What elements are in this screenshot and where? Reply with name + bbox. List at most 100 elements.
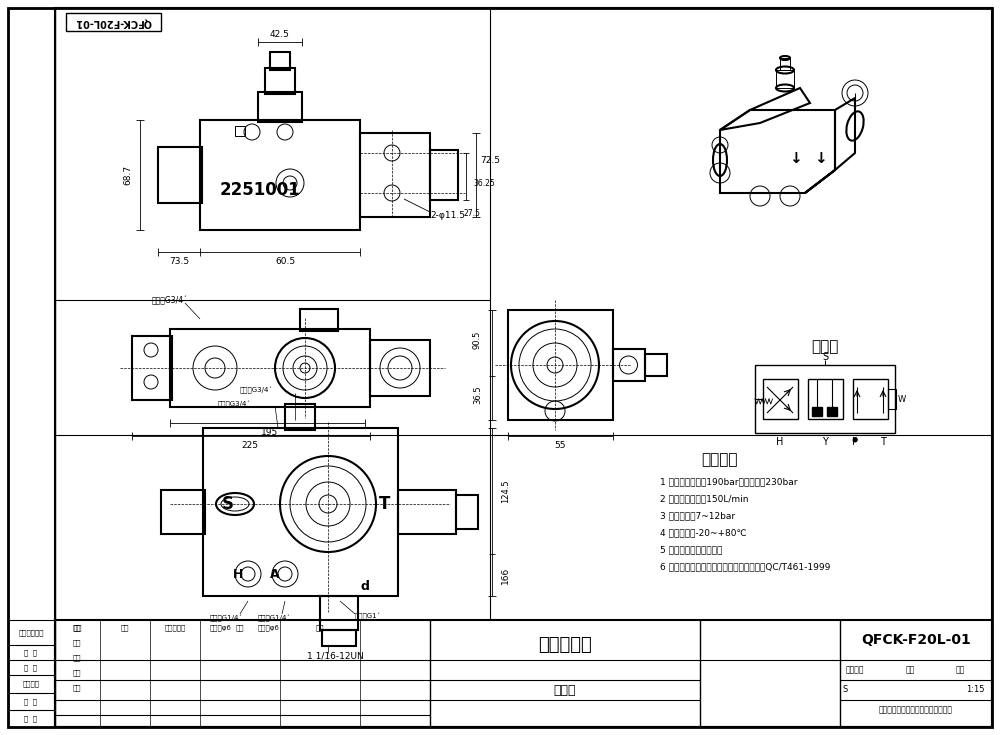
- Bar: [8, 8, 55, 727]
- Text: A: A: [270, 567, 280, 581]
- Bar: [808, 379, 843, 419]
- Bar: [763, 379, 798, 419]
- Text: S: S: [222, 495, 234, 513]
- Text: 描  图: 描 图: [24, 649, 38, 656]
- Text: 225: 225: [242, 440, 258, 450]
- Text: 校对: 校对: [73, 639, 81, 646]
- Bar: [360, 133, 430, 217]
- Bar: [888, 389, 896, 409]
- Text: 36.25: 36.25: [473, 179, 495, 187]
- Text: 195: 195: [261, 428, 279, 437]
- Bar: [300, 309, 338, 331]
- Text: 进油口G3/4´: 进油口G3/4´: [218, 401, 251, 407]
- Bar: [322, 630, 356, 646]
- Text: 3 控制气压：7~12bar: 3 控制气压：7~12bar: [660, 512, 735, 520]
- Bar: [320, 596, 358, 630]
- Text: 滴油口G3/4´: 滴油口G3/4´: [152, 296, 188, 306]
- Circle shape: [853, 438, 857, 442]
- Text: 重量标记: 重量标记: [846, 665, 864, 675]
- Bar: [160, 490, 205, 534]
- Bar: [644, 354, 666, 376]
- Text: 6 产品执行标准：《汽车换向阀技术条件》QC/T461-1999: 6 产品执行标准：《汽车换向阀技术条件》QC/T461-1999: [660, 562, 830, 572]
- Text: 排气口G1/4´: 排气口G1/4´: [210, 614, 243, 622]
- Text: 166: 166: [501, 567, 510, 584]
- Text: QFCK-F20L-01: QFCK-F20L-01: [75, 17, 151, 27]
- Text: 进气口G1/4´: 进气口G1/4´: [258, 614, 291, 622]
- Text: 1 1/16-12UN: 1 1/16-12UN: [307, 651, 363, 661]
- Text: 滴油口G3/4´: 滴油口G3/4´: [240, 387, 273, 393]
- Text: QFCK-F20L-01: QFCK-F20L-01: [861, 633, 971, 647]
- Text: 2251001: 2251001: [220, 181, 300, 199]
- Text: 签  字: 签 字: [24, 698, 38, 705]
- Bar: [200, 120, 360, 230]
- Bar: [158, 147, 202, 203]
- Text: 常州市武进安行液压件制造有限公司: 常州市武进安行液压件制造有限公司: [879, 706, 953, 714]
- Text: ↓: ↓: [814, 151, 826, 165]
- Text: 进气口φ6: 进气口φ6: [258, 625, 280, 631]
- Bar: [370, 340, 430, 396]
- Bar: [265, 68, 295, 94]
- Text: 2-φ11.5: 2-φ11.5: [430, 210, 466, 220]
- Text: 2 流量：最大流量150L/min: 2 流量：最大流量150L/min: [660, 495, 748, 503]
- Text: 重量: 重量: [905, 665, 915, 675]
- Text: 设计: 设计: [73, 625, 81, 631]
- Bar: [755, 365, 895, 433]
- Text: T: T: [379, 495, 391, 513]
- Bar: [398, 490, 456, 534]
- Text: 4 工作温度：-20~+80℃: 4 工作温度：-20~+80℃: [660, 528, 747, 537]
- Text: 68.7: 68.7: [124, 165, 132, 185]
- Text: H: H: [776, 437, 784, 447]
- Text: 1:15: 1:15: [966, 686, 984, 695]
- Bar: [776, 70, 794, 88]
- Bar: [827, 407, 837, 416]
- Text: 日  期: 日 期: [24, 715, 38, 722]
- Text: 标准图号: 标准图号: [22, 681, 40, 687]
- Text: 5 工作介质：抗磨液压油: 5 工作介质：抗磨液压油: [660, 545, 722, 554]
- Text: 27.5: 27.5: [464, 209, 480, 218]
- Bar: [780, 58, 790, 70]
- Text: 工艺: 工艺: [73, 670, 81, 676]
- Text: 60.5: 60.5: [275, 257, 295, 265]
- Bar: [270, 52, 290, 70]
- Text: d: d: [361, 581, 369, 593]
- Text: T: T: [880, 437, 886, 447]
- Text: H: H: [233, 567, 243, 581]
- Text: 90.5: 90.5: [473, 331, 482, 349]
- Bar: [258, 92, 302, 122]
- Bar: [170, 329, 370, 407]
- Text: ↓: ↓: [789, 151, 801, 165]
- Text: 日期: 日期: [316, 625, 324, 631]
- Text: S: S: [842, 686, 848, 695]
- Bar: [456, 495, 478, 529]
- Text: 72.5: 72.5: [480, 156, 500, 165]
- Bar: [66, 13, 161, 31]
- Text: 标记: 标记: [73, 625, 82, 631]
- Text: 73.5: 73.5: [169, 257, 189, 265]
- Bar: [612, 349, 644, 381]
- Text: 更改文件号: 更改文件号: [164, 625, 186, 631]
- Bar: [55, 620, 992, 727]
- Text: 管通用件登记: 管通用件登记: [18, 629, 44, 636]
- Text: 批准: 批准: [73, 685, 81, 692]
- Bar: [853, 379, 888, 419]
- Text: 液压换向阀: 液压换向阀: [538, 636, 592, 654]
- Text: 124.5: 124.5: [501, 479, 510, 503]
- Text: 处数: 处数: [121, 625, 129, 631]
- Text: S: S: [822, 352, 828, 362]
- Text: 36.5: 36.5: [473, 386, 482, 404]
- Text: 排气口φ6: 排气口φ6: [210, 625, 232, 631]
- Text: 签字: 签字: [236, 625, 244, 631]
- Bar: [132, 336, 172, 400]
- Bar: [812, 407, 822, 416]
- Bar: [430, 150, 458, 200]
- Bar: [508, 310, 612, 420]
- Text: 比例: 比例: [955, 665, 965, 675]
- Text: 审核: 审核: [73, 655, 81, 662]
- Text: P: P: [852, 437, 858, 447]
- Text: W: W: [898, 395, 906, 404]
- Text: 55: 55: [554, 440, 566, 450]
- Text: 原理图: 原理图: [811, 340, 839, 354]
- Text: 回油口G1´: 回油口G1´: [355, 612, 381, 620]
- Text: 技术參数: 技术參数: [702, 453, 738, 467]
- Text: Y: Y: [822, 437, 828, 447]
